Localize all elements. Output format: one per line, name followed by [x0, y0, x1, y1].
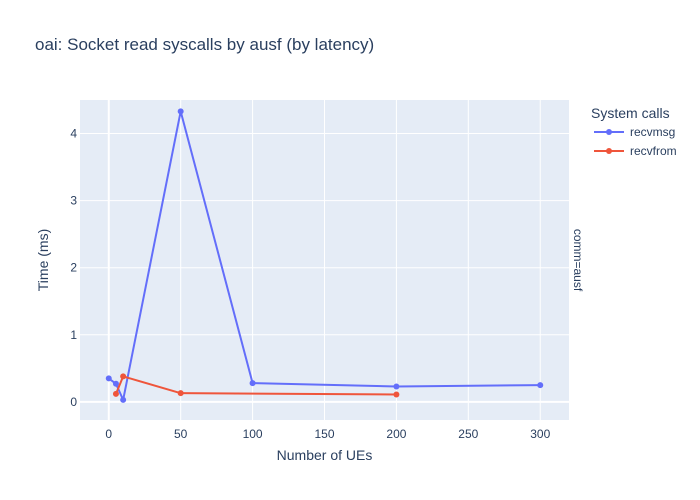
gridlines: [80, 100, 569, 420]
data-point-recvmsg: [537, 382, 544, 389]
y-axis-label: Time (ms): [35, 229, 51, 291]
legend-label: recvfrom: [630, 144, 677, 158]
x-tick-label: 300: [530, 427, 550, 441]
legend-label: recvmsg: [630, 125, 675, 139]
data-point-recvfrom: [177, 390, 184, 397]
y-tick-labels: 0 1 2 3 4: [70, 127, 77, 409]
legend-item-recvmsg[interactable]: recvmsg: [594, 125, 675, 139]
series-recvfrom: [112, 373, 400, 398]
y-tick-label: 2: [70, 261, 77, 275]
x-tick-label: 200: [386, 427, 406, 441]
y-tick-label: 4: [70, 127, 77, 141]
data-point-recvmsg: [393, 383, 400, 390]
x-tick-labels: 0 50 100 150 200 250 300: [105, 427, 550, 441]
data-point-recvfrom: [120, 373, 127, 380]
y-tick-label: 0: [70, 395, 77, 409]
series-line-recvfrom: [115, 375, 397, 396]
data-point-recvmsg: [105, 375, 112, 382]
legend-title: System calls: [591, 105, 670, 121]
data-point-recvmsg: [249, 380, 256, 387]
data-point-recvmsg: [177, 108, 184, 115]
series-layer: [105, 108, 544, 403]
x-axis-label: Number of UEs: [277, 447, 373, 463]
legend-swatch-marker: [606, 129, 612, 135]
y-tick-label: 3: [70, 194, 77, 208]
data-point-recvfrom: [112, 390, 119, 397]
facet-label: comm=ausf: [571, 229, 585, 292]
series-recvmsg: [105, 108, 544, 403]
zero-lines: [80, 100, 569, 420]
chart-title: oai: Socket read syscalls by ausf (by la…: [35, 35, 374, 54]
y-tick-label: 1: [70, 328, 77, 342]
x-tick-label: 150: [314, 427, 334, 441]
legend-swatch-marker: [606, 148, 612, 154]
data-point-recvmsg: [120, 396, 127, 403]
x-tick-label: 100: [243, 427, 263, 441]
x-tick-label: 50: [174, 427, 188, 441]
legend-items: recvmsg recvfrom: [594, 125, 677, 158]
data-point-recvmsg: [112, 380, 119, 387]
legend-item-recvfrom[interactable]: recvfrom: [594, 144, 677, 158]
legend: System calls recvmsg recvfrom: [591, 105, 677, 158]
data-point-recvfrom: [393, 391, 400, 398]
x-tick-label: 250: [458, 427, 478, 441]
x-tick-label: 0: [105, 427, 112, 441]
